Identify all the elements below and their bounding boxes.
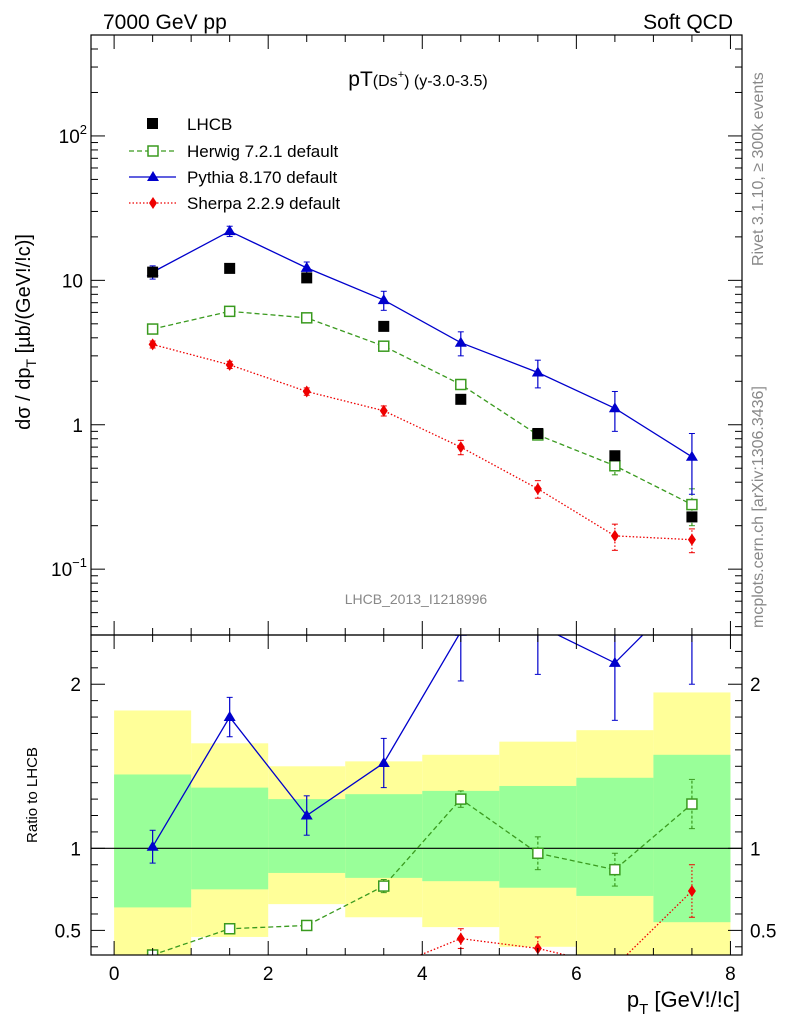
- legend-label-sherpa: Sherpa 2.2.9 default: [187, 194, 340, 213]
- data-point-sherpa: [302, 385, 311, 398]
- data-point-herwig: [609, 460, 621, 472]
- data-point-pythia: [685, 450, 698, 461]
- ratio-point-herwig: [532, 847, 544, 860]
- series-line-herwig: [152, 310, 693, 506]
- ratio-point-herwig: [223, 922, 236, 935]
- x-tick-label: 0: [109, 964, 120, 985]
- legend-marker-pythia: [147, 171, 159, 181]
- legend-marker-herwig: [147, 145, 159, 157]
- ratio-point-herwig: [455, 793, 467, 805]
- ratio-point-herwig: [300, 919, 313, 932]
- ratio-y-tick-label-right: 1: [750, 839, 761, 860]
- ratio-y-axis-label: Ratio to LHCB: [24, 747, 41, 843]
- data-point-pythia: [531, 366, 544, 377]
- ratio-y-tick-label-right: 0.5: [750, 921, 776, 942]
- data-point-sherpa: [610, 529, 619, 542]
- ratio-y-tick-label-right: 2: [750, 675, 761, 696]
- data-point-herwig: [455, 378, 467, 391]
- data-point-lhcb: [532, 427, 544, 439]
- uncertainty-band-inner: [576, 777, 654, 896]
- ratio-point-pythia: [532, 619, 544, 629]
- data-point-herwig: [378, 340, 390, 352]
- series-line-pythia: [152, 230, 693, 458]
- header-left: 7000 GeV pp: [103, 11, 227, 34]
- data-point-sherpa: [456, 441, 465, 454]
- y-axis-label: dσ / dpT [µb/(GeV!/!c)]: [13, 234, 39, 430]
- ratio-point-herwig: [686, 798, 698, 810]
- x-tick-label: 6: [571, 964, 582, 985]
- x-tick-label: 2: [263, 964, 274, 985]
- data-point-lhcb: [378, 320, 390, 332]
- data-point-herwig: [223, 305, 236, 318]
- data-point-sherpa: [225, 358, 234, 371]
- series-line-sherpa: [152, 343, 692, 541]
- ratio-point-sherpa: [226, 970, 234, 982]
- legend-item-sherpa: Sherpa 2.2.9 default: [129, 194, 340, 213]
- legend-marker-lhcb: [147, 118, 158, 129]
- uncertainty-band-inner: [191, 787, 269, 890]
- data-point-lhcb: [147, 266, 159, 278]
- legend-item-herwig: Herwig 7.2.1 default: [129, 142, 338, 161]
- data-point-pythia: [223, 225, 236, 236]
- ratio-y-tick-label-left: 0.5: [55, 921, 81, 942]
- ratio-y-tick-label-left: 2: [70, 675, 81, 696]
- data-point-sherpa: [533, 482, 542, 495]
- legend-label-herwig: Herwig 7.2.1 default: [187, 142, 338, 161]
- ratio-y-tick-label-left: 1: [70, 839, 81, 860]
- data-point-lhcb: [224, 262, 236, 274]
- ratio-point-herwig: [609, 863, 621, 876]
- y-tick-label: 10: [62, 271, 83, 292]
- legend-item-lhcb: LHCB: [147, 115, 232, 134]
- legend-label-lhcb: LHCB: [187, 115, 232, 134]
- ratio-point-sherpa: [380, 964, 388, 976]
- legend-item-pythia: Pythia 8.170 default: [129, 168, 338, 187]
- uncertainty-band-inner: [345, 794, 423, 878]
- data-point-herwig: [146, 323, 159, 335]
- data-point-herwig: [686, 498, 698, 511]
- ratio-line-herwig: [152, 798, 693, 955]
- source-label: mcplots.cern.ch [arXiv:1306.3436]: [750, 386, 767, 628]
- chart-title: pT(Ds+) (y-3.0-3.5): [348, 68, 487, 91]
- x-axis-label: pT [GeV!/!c]: [627, 987, 740, 1018]
- ratio-point-sherpa: [611, 960, 619, 972]
- data-point-pythia: [454, 336, 467, 347]
- ratio-point-pythia: [686, 580, 698, 590]
- ratio-point-pythia: [377, 757, 390, 767]
- ratio-point-pythia: [146, 840, 159, 851]
- data-point-sherpa: [379, 404, 388, 417]
- data-point-sherpa: [148, 338, 157, 351]
- legend-marker-sherpa: [149, 197, 157, 209]
- data-point-pythia: [608, 402, 621, 413]
- ratio-point-sherpa: [456, 932, 465, 945]
- data-point-lhcb: [301, 272, 313, 284]
- data-point-lhcb: [686, 511, 698, 523]
- ratio-point-sherpa: [303, 979, 311, 991]
- ratio-point-pythia: [223, 711, 236, 722]
- ratio-point-pythia: [300, 809, 313, 820]
- legend: LHCB Herwig 7.2.1 default Pythia 8.170 d…: [129, 115, 340, 213]
- y-tick-label: 102: [59, 122, 87, 148]
- ratio-point-herwig: [378, 880, 390, 892]
- x-tick-label: 4: [417, 964, 428, 985]
- ratio-point-sherpa: [687, 885, 696, 897]
- data-point-sherpa: [687, 533, 696, 546]
- y-tick-label: 1: [72, 416, 83, 437]
- header-right: Soft QCD: [643, 11, 733, 34]
- x-tick-label: 8: [725, 964, 736, 985]
- rivet-label: Rivet 3.1.10, ≥ 300k events: [750, 72, 767, 266]
- ratio-point-sherpa: [149, 974, 157, 986]
- analysis-label: LHCB_2013_I1218996: [345, 591, 488, 607]
- data-point-pythia: [300, 261, 313, 272]
- ratio-panel-frame: [90, 634, 743, 956]
- ratio-point-pythia: [608, 656, 621, 667]
- data-point-herwig: [300, 312, 313, 324]
- data-point-pythia: [377, 294, 390, 305]
- legend-label-pythia: Pythia 8.170 default: [187, 168, 338, 187]
- y-tick-label: 10−1: [51, 555, 87, 581]
- data-point-lhcb: [609, 450, 621, 462]
- ratio-line-pythia: [152, 635, 644, 848]
- data-point-lhcb: [455, 393, 467, 405]
